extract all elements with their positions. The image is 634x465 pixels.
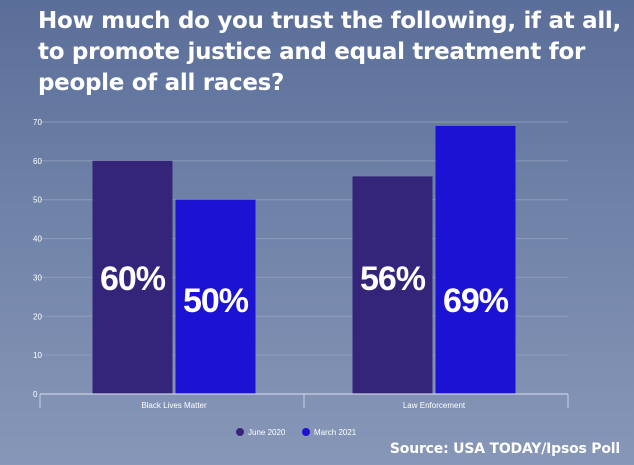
- data-label: 69%: [443, 282, 509, 320]
- bar: [352, 176, 433, 394]
- legend-label: June 2020: [248, 428, 286, 437]
- y-tick-label: 40: [33, 235, 42, 244]
- bar: [435, 125, 516, 394]
- bar: [175, 199, 256, 394]
- data-label: 50%: [183, 282, 249, 320]
- y-tick-label: 20: [33, 312, 42, 321]
- chart-title: How much do you trust the following, if …: [38, 8, 621, 96]
- source-note: Source: USA TODAY/Ipsos Poll: [389, 441, 620, 457]
- x-axis: Black Lives Matter Law Enforcement: [39, 393, 569, 410]
- y-tick-label: 10: [33, 351, 42, 360]
- data-labels: 60% 56% 50% 69%: [100, 260, 510, 320]
- x-tick-label: Black Lives Matter: [141, 401, 207, 410]
- bars: [92, 125, 516, 394]
- x-tick-label: Law Enforcement: [403, 401, 466, 410]
- y-tick-label: 50: [33, 196, 42, 205]
- y-tick-label: 0: [33, 390, 38, 399]
- data-label: 60%: [100, 260, 166, 298]
- legend-swatch: [236, 428, 244, 436]
- y-axis-ticks: 0 10 20 30 40 50 60 70: [33, 118, 42, 399]
- y-tick-label: 30: [33, 273, 42, 282]
- y-tick-label: 60: [33, 157, 42, 166]
- bar: [92, 160, 173, 394]
- data-label: 56%: [360, 260, 426, 298]
- legend: June 2020 March 2021: [236, 428, 357, 437]
- legend-label: March 2021: [314, 428, 357, 437]
- legend-swatch: [302, 428, 310, 436]
- y-tick-label: 70: [33, 118, 42, 127]
